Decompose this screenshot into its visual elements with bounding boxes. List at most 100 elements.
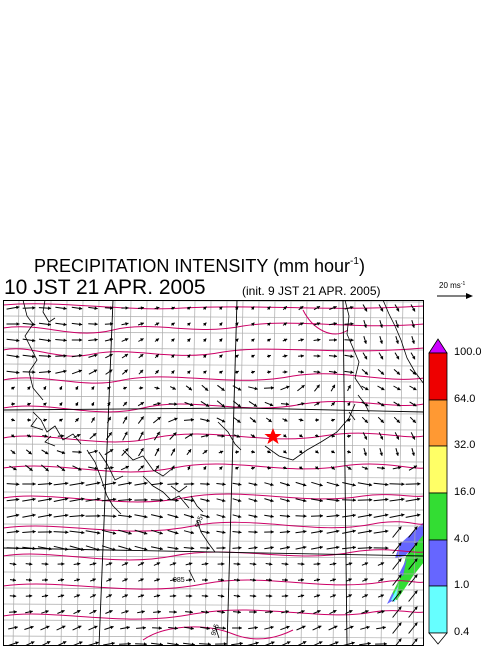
- wind-arrow: [200, 530, 210, 535]
- wind-arrow: [6, 497, 20, 502]
- wind-arrow: [71, 306, 83, 311]
- wind-arrow: [73, 609, 81, 615]
- wind-arrow: [393, 416, 401, 424]
- wind-arrow: [345, 562, 353, 566]
- wind-arrow: [6, 529, 20, 534]
- wind-arrow: [344, 354, 354, 358]
- wind-scale-exponent: -1: [460, 281, 466, 287]
- wind-arrow: [326, 513, 340, 518]
- wind-arrow: [73, 562, 81, 566]
- wind-arrow: [219, 370, 223, 375]
- wind-arrow: [362, 352, 368, 360]
- wind-arrow: [9, 562, 17, 566]
- wind-arrow: [373, 546, 389, 550]
- wind-arrow: [169, 594, 177, 598]
- wind-arrow: [138, 353, 144, 359]
- wind-arrow: [167, 546, 179, 551]
- wind-arrow: [37, 530, 53, 534]
- wind-arrow: [53, 497, 69, 502]
- wind-arrow: [150, 514, 164, 519]
- wind-arrow: [11, 434, 15, 438]
- wind-arrow: [395, 336, 399, 344]
- wind-arrow: [328, 625, 338, 631]
- wind-arrow: [203, 338, 207, 342]
- wind-arrow: [202, 449, 208, 455]
- wind-arrow: [40, 464, 50, 472]
- wind-arrow: [377, 610, 385, 614]
- wind-arrow: [73, 594, 81, 598]
- wind-arrow: [248, 514, 258, 519]
- wind-arrow: [37, 546, 53, 551]
- wind-arrow: [219, 306, 223, 310]
- wind-arrow: [41, 610, 49, 614]
- wind-arrow: [154, 369, 160, 375]
- wind-arrow: [411, 320, 415, 328]
- wind-arrow: [282, 305, 288, 311]
- wind-arrow: [169, 386, 177, 390]
- wind-arrow: [85, 530, 101, 535]
- wind-arrow: [266, 417, 272, 423]
- wind-arrow: [408, 526, 418, 538]
- wind-arrow: [170, 306, 176, 310]
- wind-arrow: [279, 514, 291, 518]
- wind-arrow: [359, 641, 371, 646]
- wind-arrow: [282, 466, 288, 470]
- wind-arrow: [249, 562, 257, 566]
- wind-arrow: [297, 562, 305, 566]
- wind-arrow: [200, 482, 210, 486]
- wind-arrow: [217, 434, 225, 438]
- wind-arrow: [377, 594, 385, 598]
- wind-arrow: [346, 465, 352, 471]
- wind-arrow: [38, 354, 52, 358]
- wind-arrow: [266, 449, 272, 454]
- wind-arrow: [408, 465, 418, 471]
- wind-arrow: [329, 306, 337, 310]
- wind-arrow: [217, 578, 225, 582]
- wind-arrow: [298, 370, 304, 374]
- wind-arrow: [138, 431, 144, 441]
- wind-arrow: [203, 306, 207, 310]
- wind-arrow: [379, 336, 383, 344]
- wind-arrow: [121, 322, 129, 326]
- wind-arrow: [69, 513, 85, 518]
- wind-arrow: [311, 498, 323, 503]
- wind-arrow: [264, 482, 274, 487]
- wind-arrow: [216, 400, 226, 408]
- wind-arrow: [153, 562, 161, 566]
- wind-arrow: [311, 545, 323, 550]
- wind-arrow: [377, 416, 385, 424]
- wind-arrow: [10, 449, 16, 455]
- wind-arrow: [233, 434, 241, 438]
- wind-arrow: [379, 320, 383, 328]
- wind-arrow: [121, 353, 129, 359]
- wind-arrow: [216, 498, 226, 503]
- wind-arrow: [298, 322, 304, 326]
- wind-arrow: [393, 369, 401, 375]
- wind-arrow: [219, 338, 223, 342]
- wind-arrow: [134, 481, 148, 486]
- wind-arrow: [363, 336, 367, 344]
- wind-arrow: [281, 562, 289, 566]
- valid-time: 10 JST 21 APR. 2005: [4, 276, 206, 299]
- wind-arrow: [313, 594, 321, 598]
- wind-arrow: [154, 578, 160, 582]
- wind-arrow: [283, 434, 287, 438]
- wind-arrow: [184, 433, 194, 439]
- wind-arrow: [69, 481, 85, 486]
- wind-arrow: [330, 449, 336, 454]
- wind-arrow: [216, 417, 226, 423]
- wind-arrow: [392, 558, 402, 570]
- wind-arrow: [55, 354, 67, 358]
- wind-arrow: [167, 498, 179, 503]
- wind-arrow: [106, 416, 112, 424]
- wind-arrow: [25, 610, 33, 614]
- colorbar-label: 32.0: [454, 439, 476, 451]
- wind-arrow: [38, 338, 52, 343]
- wind-arrow: [121, 369, 129, 375]
- wind-arrow: [330, 401, 336, 407]
- wind-arrow: [379, 448, 383, 456]
- wind-arrow: [137, 322, 145, 326]
- wind-arrow: [37, 481, 53, 486]
- wind-arrow: [280, 402, 290, 406]
- wind-arrow: [168, 417, 178, 423]
